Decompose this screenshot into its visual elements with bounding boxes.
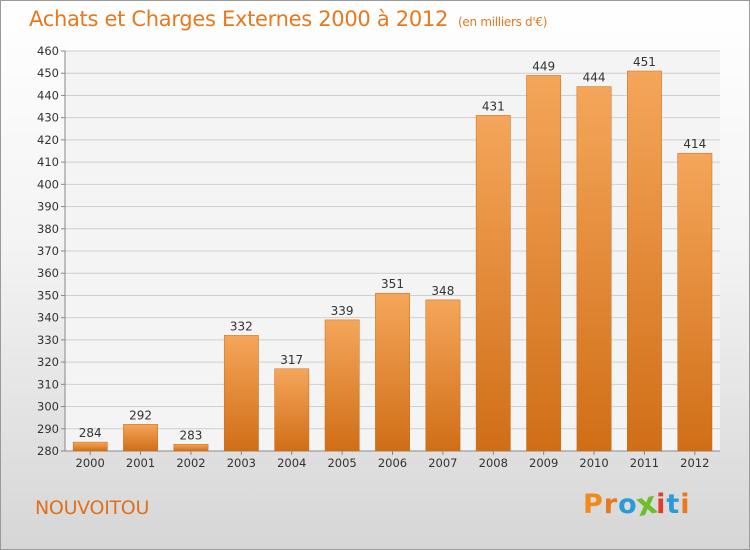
logo-letter: P <box>583 489 604 520</box>
x-tick-label-2006: 2006 <box>378 456 407 470</box>
x-tick-label-2000: 2000 <box>76 456 105 470</box>
y-tick-label: 340 <box>37 311 59 325</box>
bar-2008 <box>475 115 511 452</box>
x-tick-label-2012: 2012 <box>680 456 709 470</box>
y-tick-label: 400 <box>37 177 59 191</box>
x-tick-label-2001: 2001 <box>126 456 155 470</box>
value-label-2011: 451 <box>633 55 656 69</box>
x-tick-label-2010: 2010 <box>579 456 608 470</box>
y-tick-label: 410 <box>37 155 59 169</box>
bar-2005 <box>324 319 360 452</box>
y-tick-label: 280 <box>37 444 59 458</box>
x-tick-label-2005: 2005 <box>327 456 356 470</box>
bar-2011 <box>627 70 662 452</box>
x-tick-label-2008: 2008 <box>479 456 508 470</box>
bar-2001 <box>123 424 158 452</box>
x-tick-label-2011: 2011 <box>630 456 659 470</box>
value-label-2003: 332 <box>230 319 253 333</box>
x-tick-label-2007: 2007 <box>428 456 457 470</box>
bar-2010 <box>576 86 612 452</box>
y-tick-label: 310 <box>37 377 59 391</box>
bars <box>72 70 713 452</box>
value-label-2010: 444 <box>583 71 606 85</box>
y-tick-label: 430 <box>37 111 59 125</box>
bar-2009 <box>526 75 562 452</box>
value-label-2009: 449 <box>532 59 555 73</box>
logo-letter: i <box>680 489 691 520</box>
bar-2007 <box>425 299 461 452</box>
x-tick-label-2003: 2003 <box>227 456 256 470</box>
bar-2000 <box>72 441 108 452</box>
value-label-2012: 414 <box>683 137 706 151</box>
y-tick-label: 370 <box>37 244 59 258</box>
bar-2006 <box>375 292 410 452</box>
x-tick-label-2009: 2009 <box>529 456 558 470</box>
chart-title-text: Achats et Charges Externes 2000 à 2012 <box>29 7 449 31</box>
y-tick-label: 440 <box>37 88 59 102</box>
y-tick-label: 460 <box>37 44 59 58</box>
y-tick-label: 420 <box>37 133 59 147</box>
y-tick-label: 360 <box>37 266 59 280</box>
logo-letter: t <box>666 489 681 520</box>
value-label-2006: 351 <box>381 277 404 291</box>
logo-letter: o <box>618 489 638 520</box>
value-label-2008: 431 <box>482 99 505 113</box>
labels: 280 290 300 310 320 330 340 350 360 370 380 390 400 4… <box>37 44 709 470</box>
place-name: NOUVOITOU <box>35 497 150 519</box>
x-tick-label-2004: 2004 <box>277 456 306 470</box>
proxiti-logo: Proxiti <box>583 485 691 524</box>
y-tick-label: 390 <box>37 200 59 214</box>
y-tick-label: 350 <box>37 288 59 302</box>
y-tick-label: 320 <box>37 355 59 369</box>
bar-2002 <box>173 444 209 452</box>
bar-2012 <box>677 152 713 452</box>
value-label-2005: 339 <box>331 304 354 318</box>
y-tick-label: 380 <box>37 222 59 236</box>
value-label-2004: 317 <box>280 353 303 367</box>
value-label-2000: 284 <box>79 426 102 440</box>
chart-unit: (en milliers d'€) <box>458 15 548 29</box>
y-tick-label: 330 <box>37 333 59 347</box>
chart-title: Achats et Charges Externes 2000 à 2012 (e… <box>29 7 547 31</box>
y-tick-label: 450 <box>37 66 59 80</box>
value-label-2001: 292 <box>129 408 152 422</box>
value-label-2002: 283 <box>180 428 203 442</box>
x-tick-label-2002: 2002 <box>176 456 205 470</box>
y-tick-label: 300 <box>37 400 59 414</box>
bar-2003 <box>223 335 259 452</box>
logo-letter: i <box>656 489 667 520</box>
value-label-2007: 348 <box>431 284 454 298</box>
bar-2004 <box>274 368 310 452</box>
y-tick-label: 290 <box>37 422 59 436</box>
logo-letter: r <box>603 489 619 520</box>
